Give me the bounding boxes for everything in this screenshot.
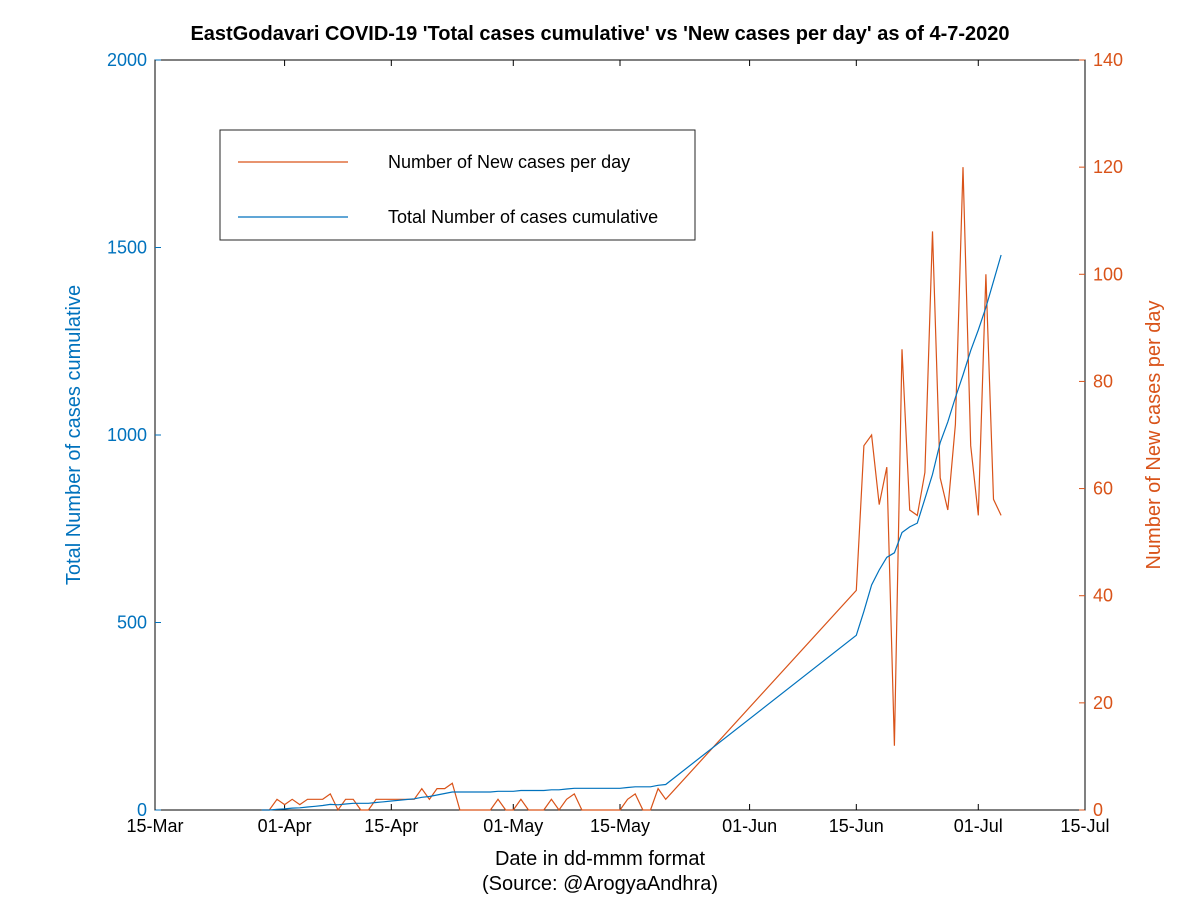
- chart-title: EastGodavari COVID-19 'Total cases cumul…: [190, 23, 1009, 45]
- x-axis-source: (Source: @ArogyaAndhra): [482, 873, 718, 895]
- y-right-axis-label: Number of New cases per day: [1143, 300, 1165, 569]
- y-right-tick-label: 140: [1093, 50, 1123, 70]
- y-right-tick-label: 100: [1093, 264, 1123, 284]
- x-tick-label: 01-Jun: [722, 816, 777, 836]
- y-left-tick-label: 500: [117, 613, 147, 633]
- y-left-axis-label: Total Number of cases cumulative: [63, 285, 85, 585]
- y-right-tick-label: 20: [1093, 693, 1113, 713]
- x-tick-label: 15-May: [590, 816, 650, 836]
- x-tick-label: 01-Jul: [954, 816, 1003, 836]
- chart-container: EastGodavari COVID-19 'Total cases cumul…: [0, 0, 1200, 900]
- x-tick-label: 15-Jun: [829, 816, 884, 836]
- y-right-tick-label: 40: [1093, 586, 1113, 606]
- x-tick-label: 15-Apr: [364, 816, 418, 836]
- y-right-tick-label: 120: [1093, 157, 1123, 177]
- legend-label: Number of New cases per day: [388, 152, 630, 172]
- y-left-tick-label: 2000: [107, 50, 147, 70]
- x-tick-label: 01-Apr: [258, 816, 312, 836]
- x-tick-label: 01-May: [483, 816, 543, 836]
- x-tick-label: 15-Mar: [126, 816, 183, 836]
- x-tick-label: 15-Jul: [1060, 816, 1109, 836]
- y-right-tick-label: 80: [1093, 371, 1113, 391]
- y-right-tick-label: 60: [1093, 479, 1113, 499]
- x-axis-label: Date in dd-mmm format: [495, 848, 705, 870]
- legend-label: Total Number of cases cumulative: [388, 207, 658, 227]
- chart-svg: EastGodavari COVID-19 'Total cases cumul…: [0, 0, 1200, 900]
- y-left-tick-label: 1000: [107, 425, 147, 445]
- y-left-tick-label: 1500: [107, 238, 147, 258]
